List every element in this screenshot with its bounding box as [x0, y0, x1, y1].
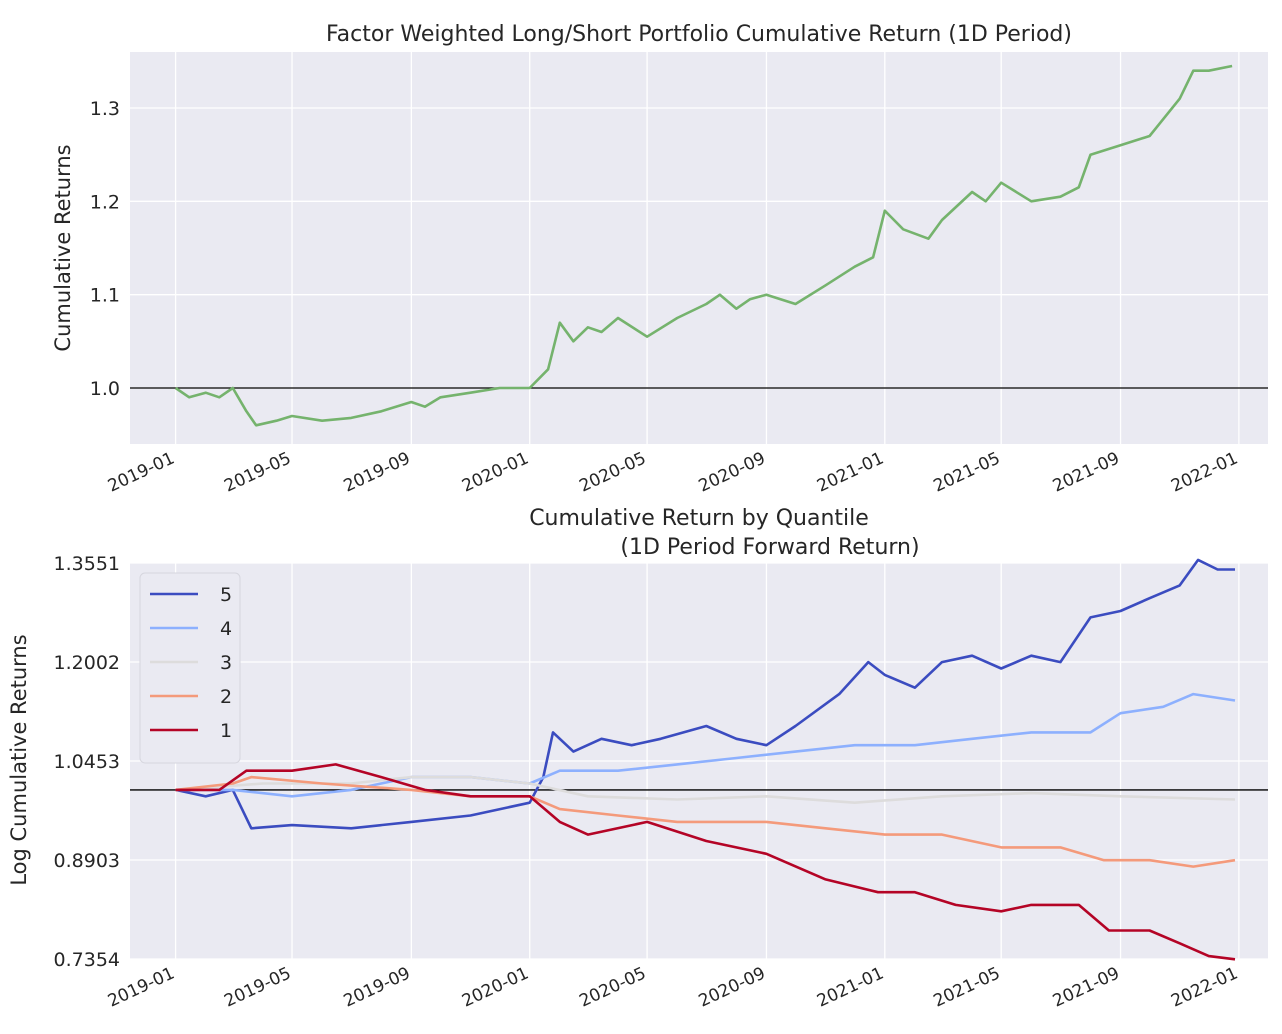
x-tick-labels: 2019-01 2019-05 2019-09 2020-01 2020-05 2020-…: [105, 963, 1241, 1011]
plot-area: [130, 52, 1268, 444]
y-axis-label: Log Cumulative Returns: [7, 634, 31, 885]
y-tick-label: 1.1: [90, 285, 120, 307]
x-tick-label: 2019-09: [341, 448, 414, 496]
x-tick-label: 2020-01: [459, 963, 532, 1011]
y-tick-label: 0.7354: [54, 949, 120, 971]
series-line-4: [175, 692, 1236, 798]
series-line: [174, 64, 1233, 427]
series-line-2: [175, 775, 1236, 868]
chart-title-line-2: (1D Period Forward Return): [620, 535, 919, 560]
series-group: [174, 64, 1233, 427]
x-tick-label: 2021-05: [930, 963, 1003, 1011]
series-group: [175, 558, 1236, 961]
x-tick-label: 2019-01: [105, 448, 178, 496]
series-line-3: [175, 775, 1236, 805]
legend-label-5: 5: [220, 584, 232, 606]
legend-label-4: 4: [220, 618, 232, 640]
y-tick-labels: 1.0 1.1 1.2 1.3: [90, 98, 120, 400]
x-tick-label: 2021-01: [814, 448, 887, 496]
x-tick-label: 2021-09: [1050, 963, 1123, 1011]
series-line-5: [175, 558, 1235, 830]
x-tick-label: 2020-05: [576, 448, 649, 496]
legend-label-1: 1: [220, 720, 232, 742]
y-tick-label: 1.2002: [54, 652, 120, 674]
x-tick-labels: 2019-01 2019-05 2019-09 2020-01 2020-05 2020-…: [105, 448, 1241, 496]
grid: [130, 562, 1268, 960]
y-tick-label: 1.0: [90, 378, 120, 400]
x-tick-label: 2022-01: [1168, 963, 1241, 1011]
legend-label-2: 2: [220, 686, 232, 708]
y-tick-label: 1.0453: [54, 751, 120, 773]
x-tick-label: 2021-01: [814, 963, 887, 1011]
x-tick-label: 2020-05: [576, 963, 649, 1011]
chart-title: Factor Weighted Long/Short Portfolio Cum…: [326, 22, 1072, 47]
x-tick-label: 2020-09: [696, 448, 769, 496]
x-tick-label: 2020-09: [696, 963, 769, 1011]
legend-box: [139, 572, 241, 764]
chart-title-line-1: Cumulative Return by Quantile: [529, 506, 869, 531]
y-tick-labels: 0.7354 0.8903 1.0453 1.2002 1.3551: [54, 553, 120, 971]
y-tick-label: 1.2: [90, 191, 120, 213]
x-tick-label: 2021-05: [930, 448, 1003, 496]
y-tick-label: 1.3551: [54, 553, 120, 575]
series-line-1: [175, 763, 1236, 961]
x-tick-label: 2020-01: [459, 448, 532, 496]
x-tick-label: 2021-09: [1050, 448, 1123, 496]
y-tick-label: 1.3: [90, 98, 120, 120]
legend: 5 4 3 2 1: [139, 572, 241, 764]
y-axis-label: Cumulative Returns: [51, 144, 75, 351]
y-tick-label: 0.8903: [54, 850, 120, 872]
x-tick-label: 2019-05: [221, 448, 294, 496]
x-tick-label: 2019-09: [341, 963, 414, 1011]
x-tick-label: 2019-05: [221, 963, 294, 1011]
legend-label-3: 3: [220, 652, 232, 674]
cumulative-return-panel: 1.0 1.1 1.2 1.3 2019-01 2019-05 2019-09 2020-0…: [51, 22, 1268, 497]
x-tick-label: 2022-01: [1168, 448, 1241, 496]
